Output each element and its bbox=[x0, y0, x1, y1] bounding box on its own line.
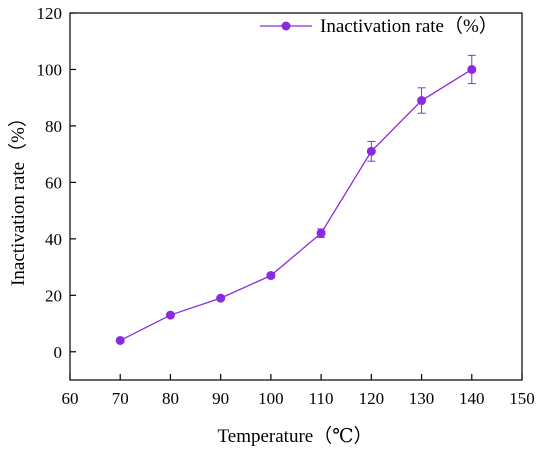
x-tick-label: 130 bbox=[409, 389, 435, 408]
x-axis-title: Temperature（℃） bbox=[218, 425, 373, 447]
y-tick-label: 40 bbox=[45, 230, 62, 249]
data-point bbox=[467, 64, 477, 74]
data-point bbox=[366, 146, 376, 156]
x-tick-label: 90 bbox=[212, 389, 229, 408]
legend-marker bbox=[281, 21, 291, 31]
series-0 bbox=[115, 54, 477, 345]
x-tick-label: 70 bbox=[112, 389, 129, 408]
series-line bbox=[119, 68, 473, 342]
data-point bbox=[266, 271, 276, 281]
series bbox=[115, 54, 477, 345]
data-point bbox=[316, 228, 326, 238]
axes bbox=[69, 12, 523, 381]
x-tick-label: 110 bbox=[309, 389, 334, 408]
plot-frame bbox=[69, 12, 523, 381]
x-tick-label: 140 bbox=[459, 389, 485, 408]
x-tick-label: 150 bbox=[509, 389, 535, 408]
ticks: 60 70 80 90 100 110 120 130 140 150 0 20 40 60 80 100 12… bbox=[37, 4, 535, 408]
y-tick-label: 60 bbox=[45, 173, 62, 192]
data-point bbox=[417, 96, 427, 106]
y-tick-label: 0 bbox=[54, 343, 63, 362]
y-tick-label: 20 bbox=[45, 286, 62, 305]
data-point bbox=[115, 335, 125, 345]
legend: Inactivation rate（%） bbox=[260, 15, 498, 37]
y-axis-title: Inactivation rate（%） bbox=[7, 108, 29, 286]
y-tick-label: 80 bbox=[45, 117, 62, 136]
x-tick-label: 120 bbox=[359, 389, 385, 408]
data-point bbox=[216, 293, 226, 303]
x-tick-label: 60 bbox=[62, 389, 79, 408]
y-tick-label: 100 bbox=[37, 60, 63, 79]
x-tick-label: 80 bbox=[162, 389, 179, 408]
x-tick-label: 100 bbox=[258, 389, 284, 408]
data-point bbox=[165, 310, 175, 320]
legend-label: Inactivation rate（%） bbox=[320, 15, 498, 37]
y-tick-label: 120 bbox=[37, 4, 63, 23]
